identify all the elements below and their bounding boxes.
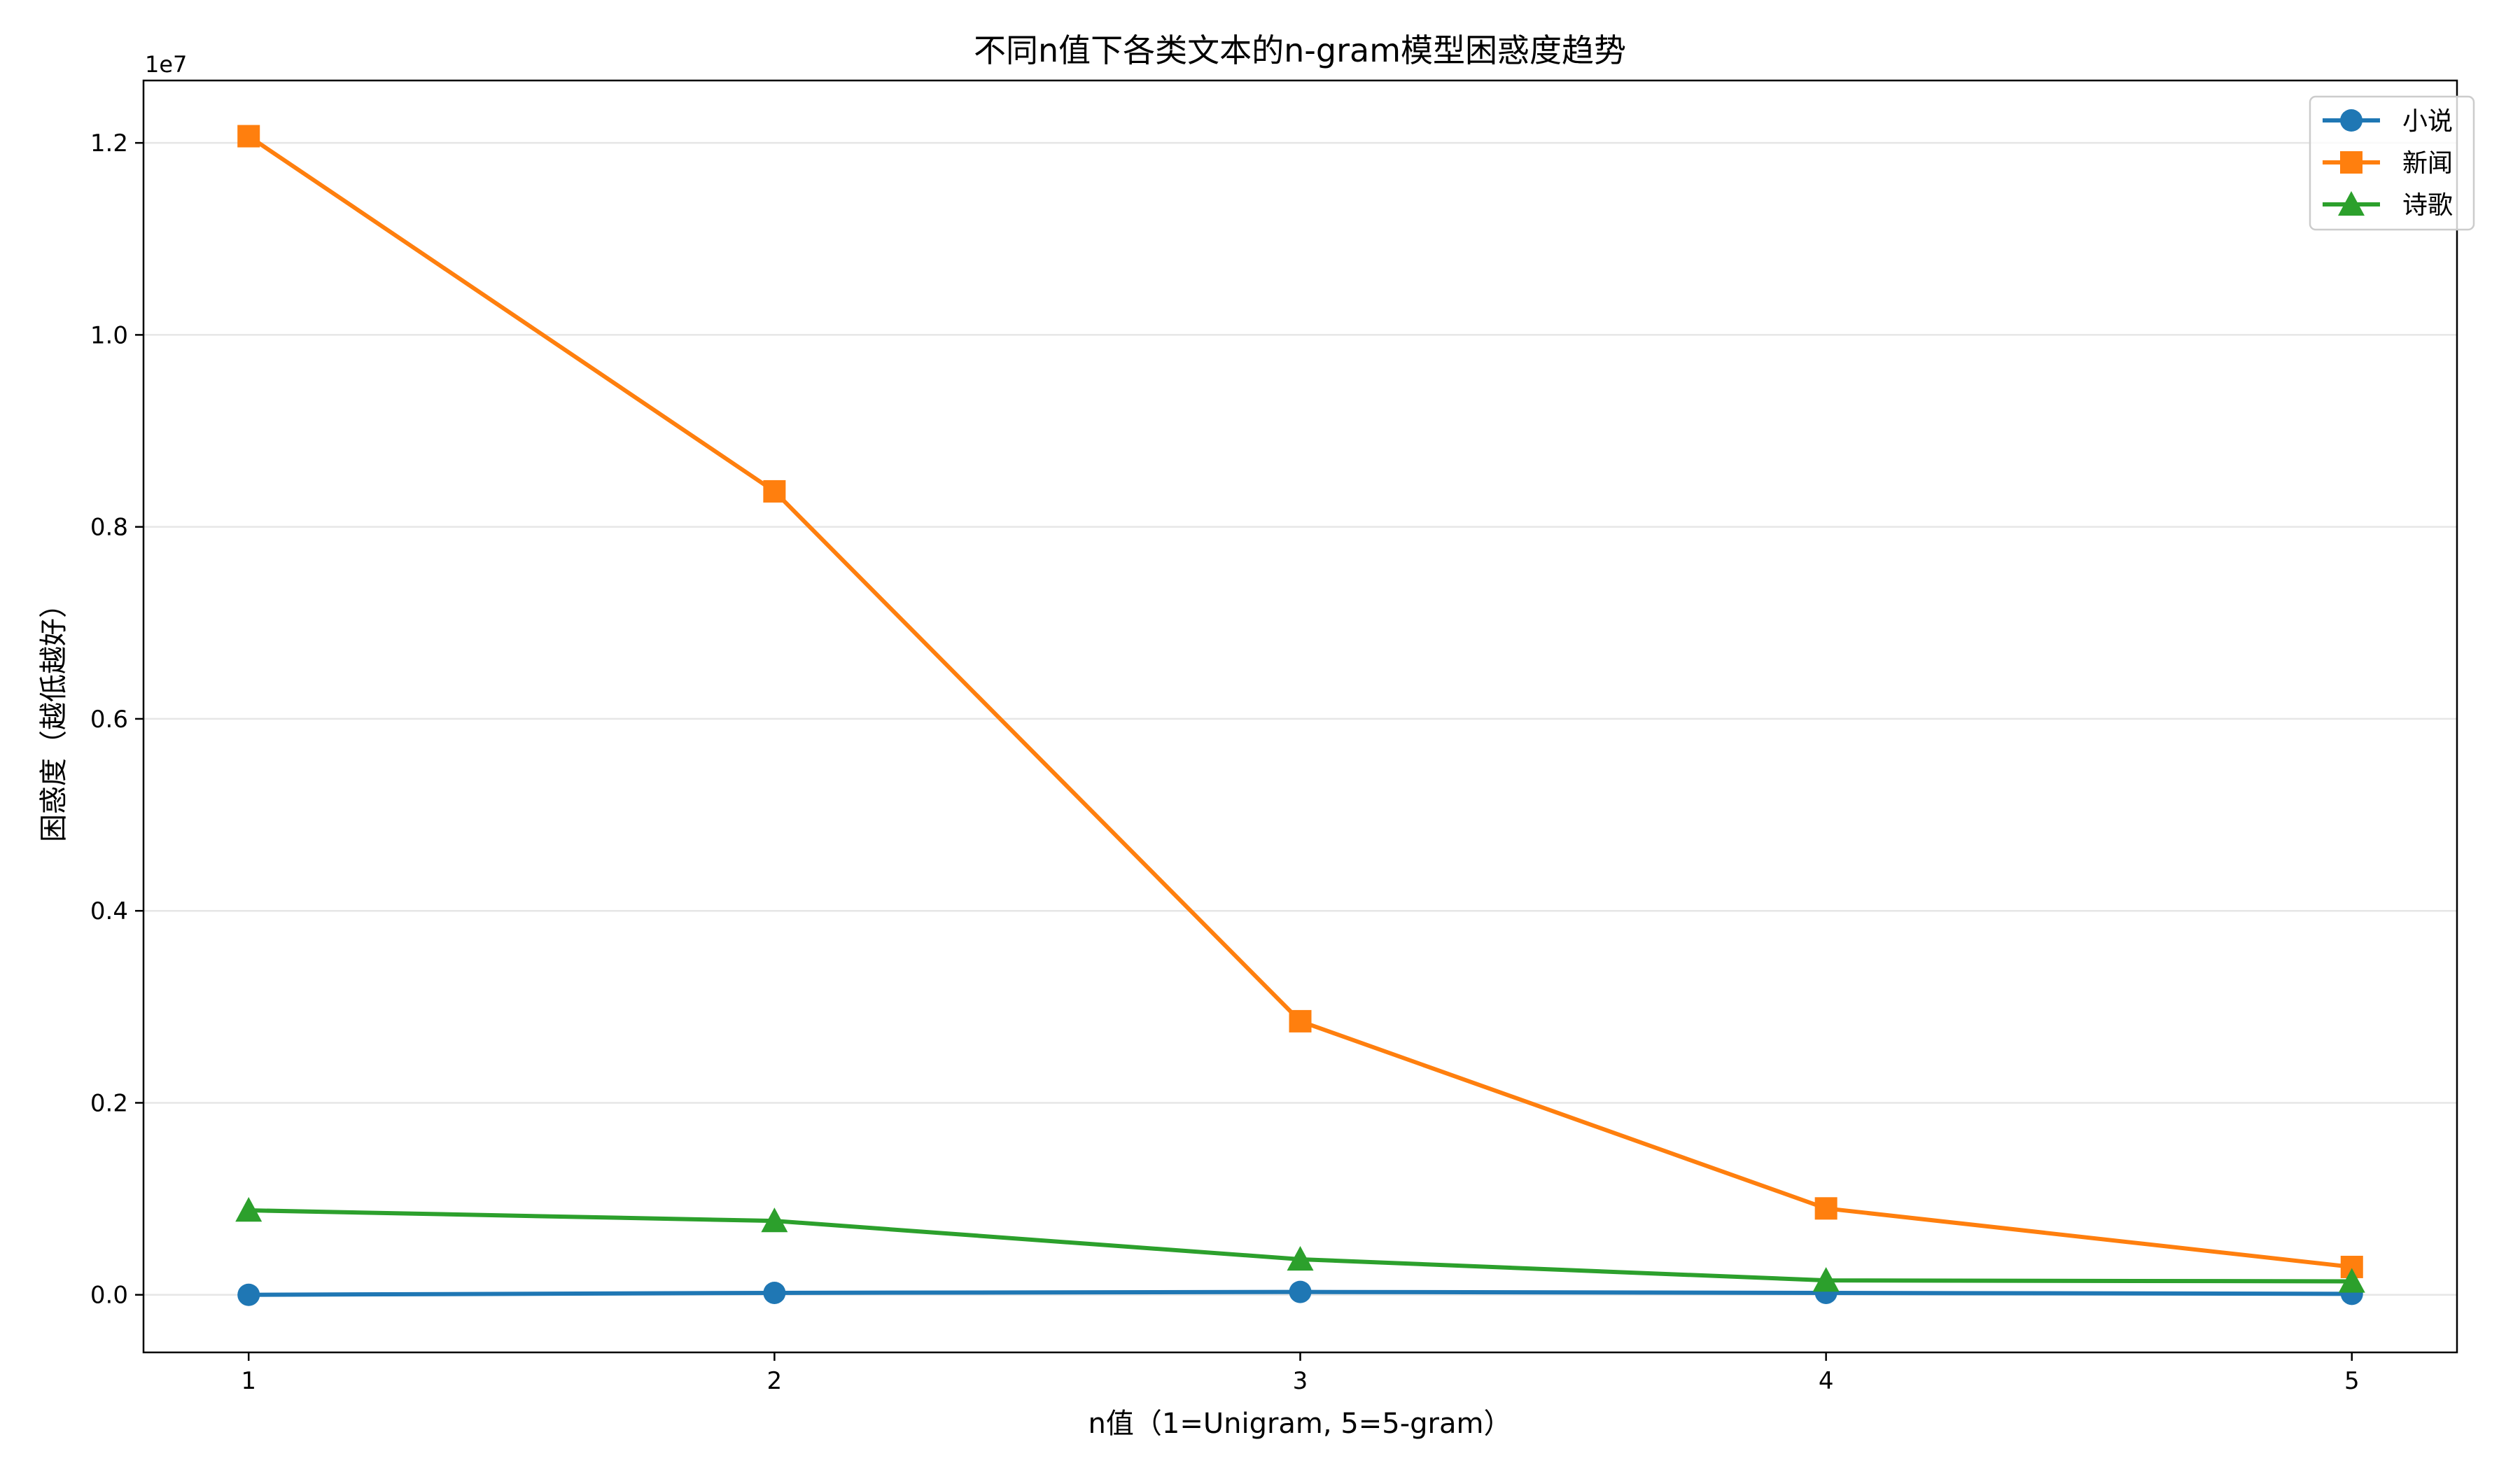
x-axis-label: n值（1=Unigram, 5=5-gram） <box>1088 1408 1512 1440</box>
tick-layer: 0.0 0.2 0.4 0.6 0.8 1.0 1.2 1 2 3 4 5 <box>90 130 2360 1395</box>
y-tick-label: 0.8 <box>90 514 128 542</box>
y-axis-label: 困惑度（越低越好） <box>38 590 70 842</box>
grid-layer <box>144 141 2457 1296</box>
data-point <box>235 1197 262 1222</box>
legend-label: 诗歌 <box>2402 191 2453 220</box>
series-layer <box>235 125 2365 1306</box>
data-point <box>2338 1268 2365 1293</box>
x-tick-label: 1 <box>241 1367 256 1395</box>
legend-marker <box>2338 191 2365 216</box>
data-point <box>1289 1009 1312 1032</box>
x-tick-label: 3 <box>1293 1367 1308 1395</box>
data-point <box>761 1208 788 1233</box>
series-3 <box>235 1197 2365 1293</box>
y-tick-label: 0.4 <box>90 897 128 925</box>
y-tick-label: 0.6 <box>90 706 128 734</box>
y-offset-label: 1e7 <box>145 51 187 78</box>
x-tick-label: 5 <box>2344 1367 2360 1395</box>
data-point <box>1814 1197 1837 1220</box>
legend-label: 新闻 <box>2402 149 2453 178</box>
legend-marker <box>2340 109 2362 132</box>
data-point <box>763 479 786 503</box>
y-tick-label: 1.2 <box>90 130 128 158</box>
data-point <box>1812 1267 1840 1292</box>
x-tick-label: 4 <box>1819 1367 1834 1395</box>
chart-title: 不同n值下各类文本的n-gram模型困惑度趋势 <box>974 31 1626 69</box>
data-point <box>1289 1280 1312 1303</box>
y-tick-label: 1.0 <box>90 321 128 349</box>
y-tick-label: 0.2 <box>90 1089 128 1117</box>
y-tick-label: 0.0 <box>90 1282 128 1310</box>
legend-marker <box>2340 151 2362 174</box>
x-tick-label: 2 <box>767 1367 783 1395</box>
legend-label: 小说 <box>2402 107 2453 136</box>
data-point <box>1287 1245 1314 1271</box>
series-2 <box>237 125 2363 1278</box>
data-point <box>237 125 260 148</box>
data-point <box>237 1283 260 1306</box>
data-point <box>763 1281 786 1304</box>
